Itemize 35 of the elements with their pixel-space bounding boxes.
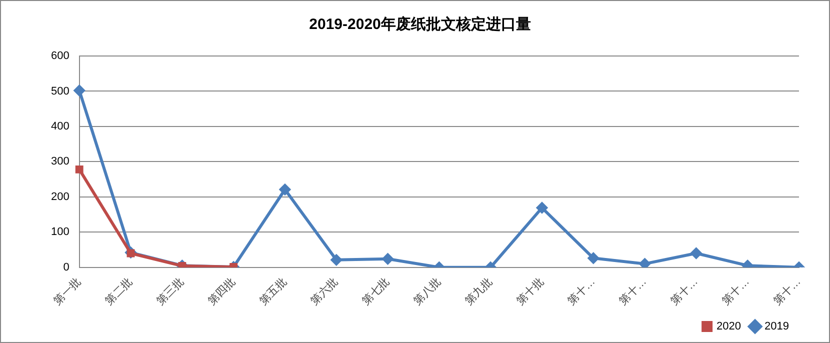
point	[639, 258, 650, 268]
y-tick-label: 200	[50, 190, 70, 203]
point	[382, 253, 394, 264]
x-tick-label: 第十…	[668, 275, 700, 308]
x-tick-label: 第六批	[308, 275, 341, 308]
x-tick-label: 第九批	[462, 275, 495, 308]
point	[279, 184, 290, 195]
point	[178, 262, 186, 268]
y-tick-label: 600	[50, 50, 70, 62]
x-tick-label: 第十…	[770, 275, 804, 308]
x-tick-label: 第十…	[616, 275, 650, 308]
point	[330, 254, 342, 266]
legend-label: 2020	[716, 320, 742, 333]
y-tick-label: 100	[50, 226, 70, 238]
chart-title: 2019-2020年废纸批文核定进口量	[309, 15, 531, 34]
point	[75, 165, 84, 174]
x-tick-label: 第三批	[154, 276, 186, 308]
x-tick-label: 第十批	[514, 275, 546, 308]
x-tick-label: 第二批	[103, 276, 136, 308]
x-tick-label: 第七批	[360, 275, 392, 308]
legend-label: 2019	[764, 320, 790, 333]
x-tick-label: 第十…	[565, 275, 598, 308]
x-tick-label: 第五批	[257, 276, 290, 308]
x-tick-label: 第十…	[719, 275, 752, 308]
x-tick-label: 第八批	[412, 276, 444, 308]
point	[588, 252, 599, 264]
x-tick-label: 第四批	[206, 276, 238, 308]
y-tick-label: 400	[50, 120, 70, 132]
x-tick-label: 第一批	[52, 276, 84, 308]
point	[74, 85, 85, 96]
y-tick-label: 500	[50, 85, 70, 98]
point	[536, 202, 548, 214]
y-tick-label: 300	[50, 156, 70, 168]
point	[690, 248, 702, 259]
y-tick-label: 0	[63, 261, 70, 274]
